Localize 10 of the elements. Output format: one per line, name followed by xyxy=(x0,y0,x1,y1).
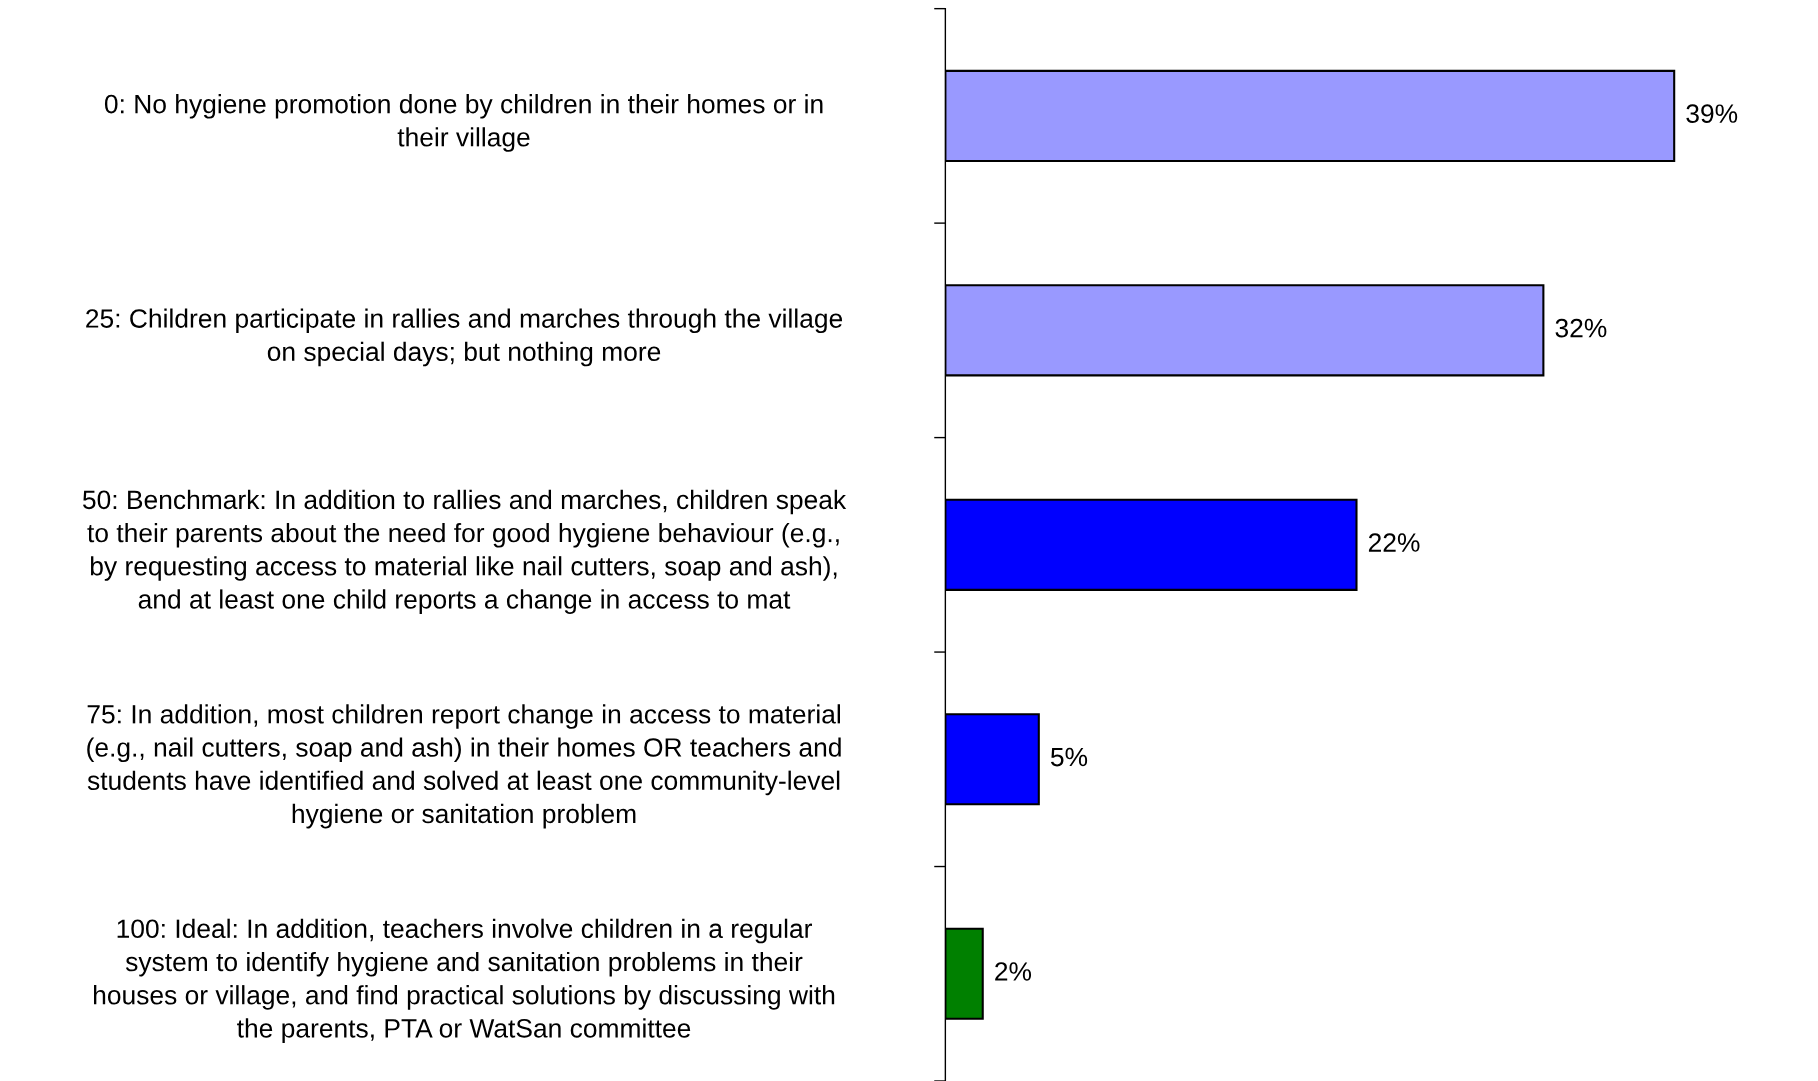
data-label: 2% xyxy=(995,962,1032,981)
data-label: 5% xyxy=(1050,747,1088,767)
data-label: 39% xyxy=(1686,104,1738,123)
data-label: 32% xyxy=(1555,318,1607,338)
data-label: 22% xyxy=(1368,533,1420,552)
y-tick-label: 0: No hygiene promotion done by children in their homes or in their village xyxy=(104,94,823,152)
y-tick-label: 100: Ideal: In addition, teachers involve children in a regular system to identify hygiene and sanitation problems in their houses or village, and find practical solutions by discussing with the parents, PTA or WatSan committee xyxy=(94,918,835,1043)
y-tick-label: 25: Children participate in rallies and marches through the village on special days; but nothing more xyxy=(86,308,843,367)
y-tick-label: 50: Benchmark: In addition to rallies and marches, children speak to their parents about the need for good hygiene behaviour (e.g., by requesting access to material like nail cutters, soap and ash), and at least one child reports a change in access to mat xyxy=(82,489,847,614)
y-tick-label: 75: In addition, most children report change in access to material (e.g., nail cutters, soap and ash) in their homes OR teachers and students have identified and solved at least one community-level hygiene or sanitation problem xyxy=(87,704,841,829)
